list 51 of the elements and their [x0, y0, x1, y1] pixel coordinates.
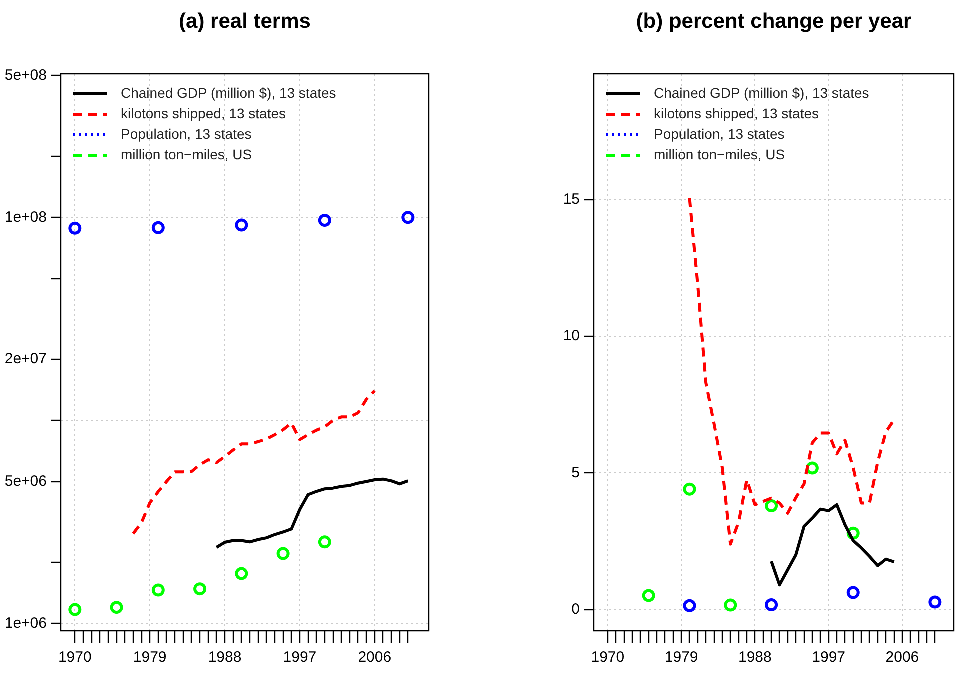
legend-label: kilotons shipped, 13 states [121, 105, 286, 122]
x-tick-label: 2006 [886, 649, 920, 666]
legend-label: kilotons shipped, 13 states [654, 105, 819, 122]
legend-label: million ton−miles, US [654, 146, 786, 162]
point [402, 211, 415, 224]
point [765, 500, 778, 513]
point [152, 584, 165, 597]
point [846, 586, 860, 600]
point [928, 596, 942, 609]
x-tick-label: 1997 [812, 649, 846, 666]
point [318, 536, 332, 549]
point [683, 482, 696, 496]
x-tick-label: 1970 [591, 649, 625, 666]
point [724, 598, 738, 612]
point [68, 603, 82, 616]
x-tick-label: 1979 [664, 649, 698, 666]
y-tick-label: 5e+08 [4, 66, 47, 84]
point [110, 601, 124, 614]
legend-label: Chained GDP (million $), 13 states [654, 84, 870, 101]
point [318, 214, 332, 228]
point [194, 582, 207, 596]
point [68, 222, 82, 235]
y-tick-label: 1e+06 [4, 614, 47, 632]
legend-label: Population, 13 states [654, 126, 785, 142]
point [276, 547, 290, 560]
x-tick-label: 1988 [738, 649, 772, 666]
legend-label: Population, 13 states [121, 126, 252, 142]
point [235, 567, 248, 580]
point [235, 218, 248, 232]
y-tick-label: 10 [563, 328, 580, 345]
point [683, 599, 696, 612]
y-tick-label: 5 [572, 464, 580, 482]
x-tick-label: 1970 [58, 649, 92, 666]
chart-title: (b) percent change per year [636, 10, 912, 33]
x-tick-label: 1988 [208, 649, 242, 666]
x-tick-label: 2006 [358, 649, 392, 666]
y-tick-label: 5e+06 [4, 472, 47, 490]
legend-label: million ton−miles, US [121, 146, 252, 162]
point [765, 598, 778, 612]
point [152, 221, 165, 234]
x-tick-label: 1997 [283, 649, 317, 666]
y-tick-label: 0 [572, 601, 580, 618]
y-tick-label: 15 [563, 190, 580, 208]
y-tick-label: 2e+07 [4, 350, 47, 368]
line-series [688, 196, 896, 546]
line-series [132, 389, 376, 536]
x-tick-label: 1979 [133, 649, 167, 666]
legend-label: Chained GDP (million $), 13 states [121, 84, 336, 101]
chart-title: (a) real terms [179, 10, 311, 33]
point [642, 589, 656, 602]
y-tick-label: 1e+08 [4, 208, 47, 226]
